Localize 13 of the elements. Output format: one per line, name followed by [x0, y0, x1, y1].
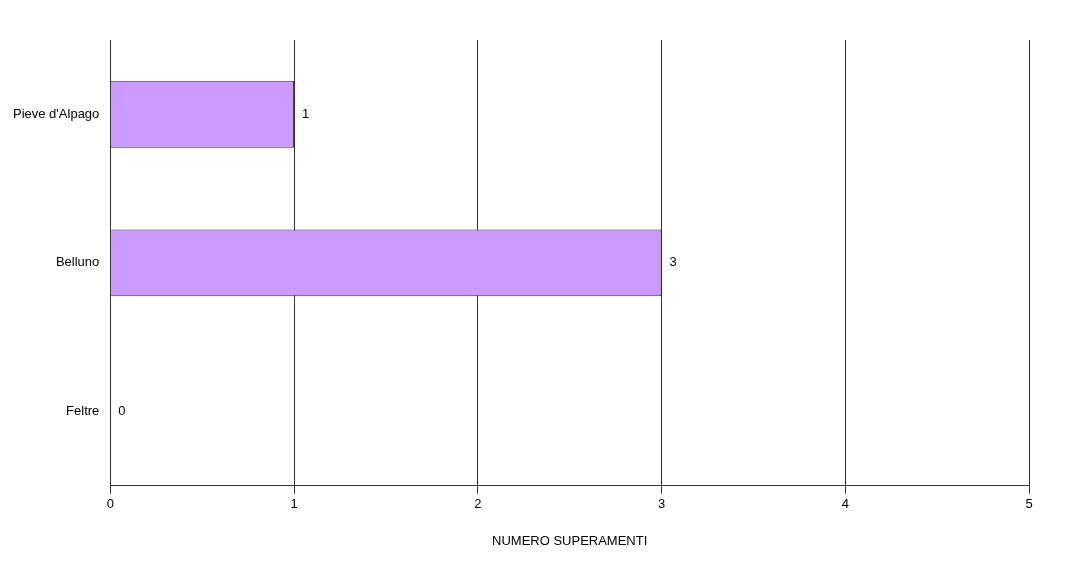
- y-tick-label: Belluno: [55, 254, 100, 270]
- x-tick-label: 3: [657, 496, 666, 512]
- x-tick-label: 4: [841, 496, 849, 512]
- data-label: 1: [302, 105, 310, 121]
- data-label: 3: [669, 254, 677, 270]
- y-tick-label: Feltre: [66, 403, 100, 419]
- x-tick-label: 0: [106, 496, 114, 512]
- y-tick-label: Pieve d'Alpago: [12, 105, 100, 121]
- x-tick-label: 2: [474, 496, 482, 512]
- x-tick-label: 1: [290, 496, 298, 512]
- x-tick-label: 5: [1025, 496, 1033, 512]
- data-label: 0: [118, 403, 126, 419]
- x-axis-title: NUMERO SUPERAMENTI: [492, 532, 648, 548]
